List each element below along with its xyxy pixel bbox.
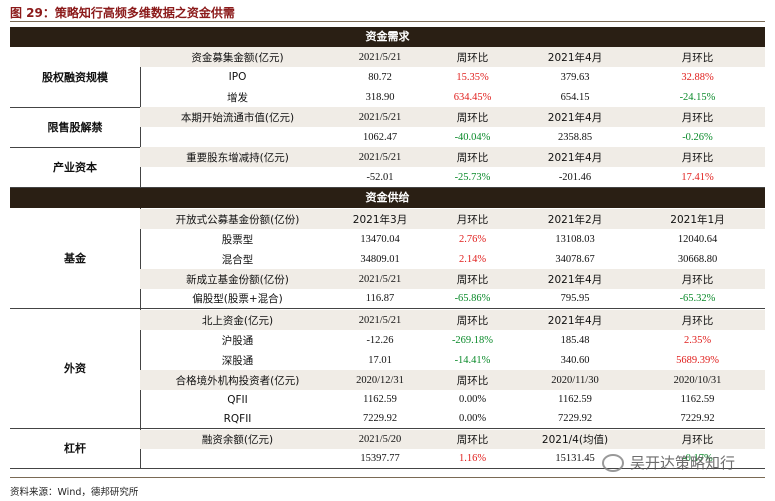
supply-band: 资金供给 (10, 188, 765, 208)
table-row: 增发 318.90 634.45% 654.15 -24.15% (227, 91, 716, 104)
group-label: 产业资本 (53, 161, 97, 174)
group-label: 股权融资规模 (42, 71, 108, 84)
header-row: 北上资金(亿元) 2021/5/21 周环比 2021年4月 月环比 (140, 310, 765, 330)
table-row: -52.01 -25.73% -201.46 17.41% (366, 171, 714, 183)
table-row: RQFII 7229.92 0.00% 7229.92 7229.92 (223, 412, 715, 425)
table-row: 股票型 13470.04 2.76% 13108.03 12040.64 (221, 233, 718, 246)
group-foreign: 外资 (10, 308, 765, 429)
table-row: IPO 80.72 15.35% 379.63 32.88% (228, 71, 714, 83)
source-note: 资料来源：Wind，德邦研究所 (10, 487, 139, 498)
top-rule (10, 21, 765, 22)
table-row: 沪股通 -12.26 -269.18% 185.48 2.35% (221, 334, 712, 347)
watermark-text: 吴开达策略知行 (630, 454, 736, 472)
group-label: 基金 (64, 252, 86, 265)
header-row: 开放式公募基金份额(亿份) 2021年3月 月环比 2021年2月 2021年1… (140, 209, 765, 229)
header-row: 本期开始流通市值(亿元) 2021/5/21 周环比 2021年4月 月环比 (140, 107, 765, 127)
table-row: 偏股型(股票+混合) 116.87 -65.86% 795.95 -65.32% (192, 293, 716, 305)
table-row: 深股通 17.01 -14.41% 340.60 5689.39% (221, 354, 719, 367)
header-row: 合格境外机构投资者(亿元) 2020/12/31 周环比 2020/11/30 … (140, 370, 765, 390)
table-row: QFII 1162.59 0.00% 1162.59 1162.59 (227, 393, 715, 406)
group-fund: 基金 (10, 208, 765, 309)
demand-band: 资金需求 (10, 27, 765, 47)
watermark: 吴开达策略知行 (602, 452, 735, 473)
table-row: 混合型 34809.01 2.14% 34078.67 30668.80 (221, 253, 718, 266)
table-row: 1062.47 -40.04% 2358.85 -0.26% (362, 131, 713, 143)
group-label: 外资 (64, 362, 86, 375)
header-row: 重要股东增减持(亿元) 2021/5/21 周环比 2021年4月 月环比 (140, 147, 765, 167)
wechat-icon (602, 453, 624, 472)
bottom-rule (10, 477, 765, 478)
header-row: 资金募集金额(亿元) 2021/5/21 周环比 2021年4月 月环比 (140, 47, 765, 67)
header-row: 融资余额(亿元) 2021/5/20 周环比 2021/4(均值) 月环比 (140, 430, 765, 449)
figure-caption: 图 29：策略知行高频多维数据之资金供需 (10, 6, 235, 20)
header-row: 新成立基金份额(亿份) 2021/5/21 周环比 2021年4月 月环比 (140, 269, 765, 289)
group-label: 杠杆 (64, 442, 86, 455)
table-row: 15397.77 1.16% 15131.45 -0.17% (360, 453, 713, 464)
group-industry: 产业资本 (10, 147, 765, 188)
group-label: 限售股解禁 (47, 121, 103, 134)
